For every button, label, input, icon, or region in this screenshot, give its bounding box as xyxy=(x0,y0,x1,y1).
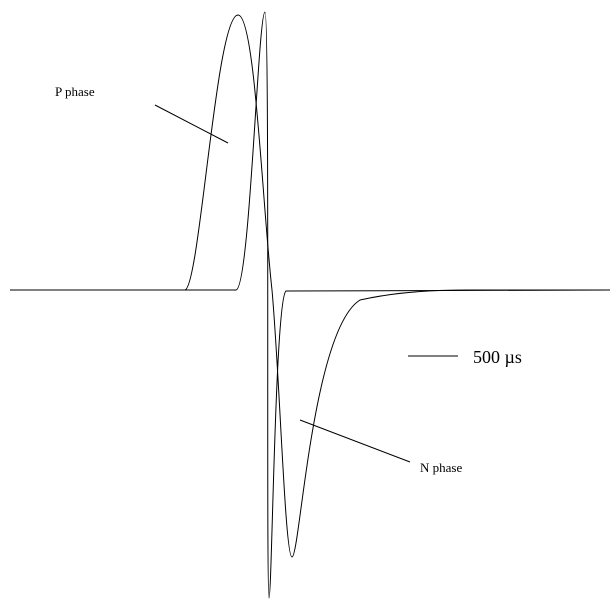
narrow-waveform xyxy=(10,11,611,599)
n-phase-pointer xyxy=(299,419,411,463)
p-phase-label: P phase xyxy=(55,84,95,99)
n-phase-label: N phase xyxy=(420,460,462,475)
scale-bar-label: 500 µs xyxy=(473,347,522,367)
p-phase-pointer xyxy=(154,104,229,144)
wide-waveform xyxy=(10,14,610,558)
